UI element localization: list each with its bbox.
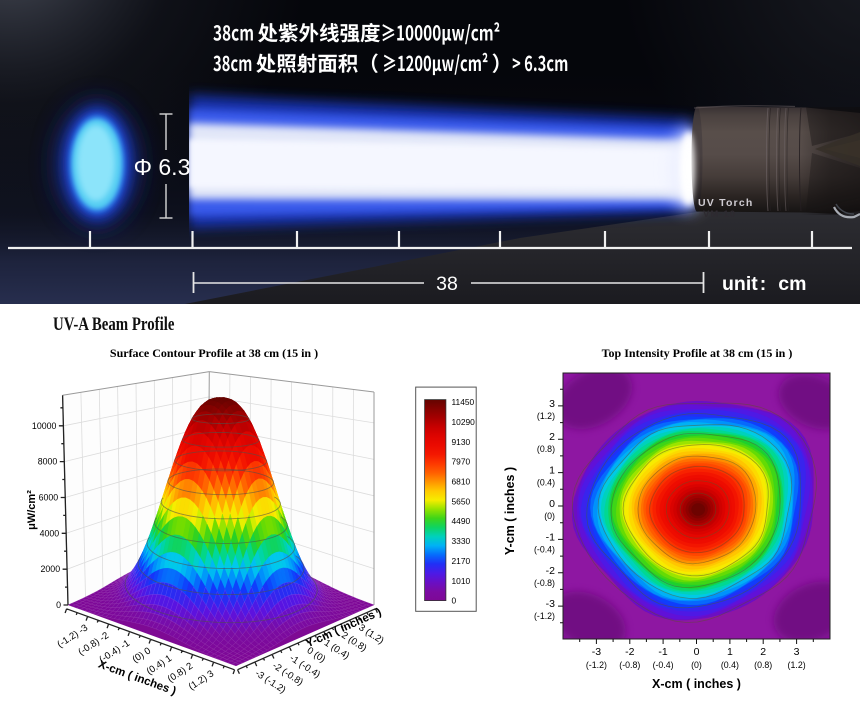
- svg-text:(-0.8): (-0.8): [619, 660, 640, 670]
- svg-text:(-0.8): (-0.8): [534, 578, 555, 588]
- svg-text:2: 2: [760, 646, 766, 658]
- svg-text:2000: 2000: [41, 564, 61, 574]
- svg-text:6000: 6000: [39, 493, 59, 503]
- svg-text:(-0.4): (-0.4): [534, 544, 555, 554]
- svg-text:0: 0: [452, 596, 457, 606]
- svg-text:7970: 7970: [452, 457, 471, 467]
- svg-text:unit:cm: unit: cm: [722, 273, 806, 295]
- svg-text:1010: 1010: [452, 576, 471, 586]
- svg-text:(0.4): (0.4): [721, 660, 739, 670]
- svg-text:X-cm ( inches ): X-cm ( inches ): [652, 677, 741, 691]
- svg-text:8000: 8000: [38, 457, 58, 467]
- svg-text:0: 0: [694, 646, 700, 658]
- svg-text:1: 1: [549, 465, 555, 477]
- svg-text:-2: -2: [625, 646, 634, 658]
- svg-text:9130: 9130: [452, 437, 471, 447]
- svg-text:5650: 5650: [452, 496, 471, 506]
- svg-text:(0.4): (0.4): [537, 478, 555, 488]
- svg-text:-1: -1: [658, 646, 667, 658]
- svg-text:(-1.2): (-1.2): [586, 660, 607, 670]
- svg-text:Top Intensity Profile at 38 cm: Top Intensity Profile at 38 cm (15 in ): [602, 346, 793, 360]
- svg-text:(0): (0): [691, 660, 702, 670]
- svg-text:-2: -2: [546, 565, 555, 577]
- svg-text:(0): (0): [544, 511, 555, 521]
- svg-text:(0.8): (0.8): [537, 444, 555, 454]
- svg-text:(1.2): (1.2): [537, 411, 555, 421]
- svg-text:(1.2): (1.2): [788, 660, 806, 670]
- svg-text:Surface Contour Profile at 38: Surface Contour Profile at 38 cm (15 in …: [110, 346, 318, 360]
- svg-text:UV Torch: UV Torch: [698, 197, 754, 209]
- svg-text:UV-A Beam Profile: UV-A Beam Profile: [53, 313, 174, 334]
- svg-text:VM-10: VM-10: [703, 209, 736, 220]
- svg-text:4490: 4490: [452, 516, 471, 526]
- svg-text:2170: 2170: [452, 556, 471, 566]
- svg-text:3: 3: [549, 398, 555, 410]
- svg-text:4000: 4000: [40, 528, 60, 538]
- svg-text:2: 2: [549, 431, 555, 443]
- svg-text:-3: -3: [546, 598, 555, 610]
- svg-text:Φ 6.3: Φ 6.3: [134, 154, 191, 180]
- svg-text:(-0.4): (-0.4): [653, 660, 674, 670]
- svg-text:0: 0: [549, 498, 555, 510]
- svg-text:10000: 10000: [32, 421, 57, 431]
- svg-text:1: 1: [727, 646, 733, 658]
- svg-text:10290: 10290: [452, 417, 476, 427]
- svg-text:-1: -1: [546, 531, 555, 543]
- svg-text:6810: 6810: [452, 477, 471, 487]
- svg-text:38: 38: [436, 273, 458, 295]
- svg-text:(-1.2): (-1.2): [534, 611, 555, 621]
- svg-text:3330: 3330: [452, 536, 471, 546]
- svg-text:11450: 11450: [452, 397, 475, 407]
- svg-text:3: 3: [794, 646, 800, 658]
- svg-text:Y-cm ( inches ): Y-cm ( inches ): [503, 467, 517, 555]
- svg-text:0: 0: [56, 600, 61, 610]
- svg-text:μW/cm²: μW/cm²: [26, 490, 38, 530]
- svg-text:-3: -3: [592, 646, 601, 658]
- svg-text:(0.8): (0.8): [754, 660, 772, 670]
